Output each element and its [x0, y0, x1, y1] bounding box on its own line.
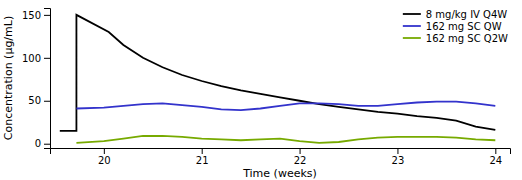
chart: 20212223240501001508 mg/kg IV Q4W162 mg … [0, 0, 522, 180]
plot: 20212223240501001508 mg/kg IV Q4W162 mg … [22, 9, 511, 167]
legend: 8 mg/kg IV Q4W162 mg SC QW162 mg SC Q2W [403, 9, 508, 44]
tick-mark [44, 101, 50, 102]
series-line [76, 136, 495, 143]
tick-mark [104, 148, 105, 154]
tick-mark [495, 148, 496, 154]
tick-label: 23 [392, 155, 405, 166]
tick-label: 20 [98, 155, 111, 166]
legend-item: 162 mg SC Q2W [403, 33, 508, 44]
legend-swatch [403, 13, 421, 15]
tick-label: 21 [196, 155, 209, 166]
tick: 50 [28, 95, 50, 106]
x-axis: 20 21 22 23 24 [51, 148, 511, 166]
tick-mark [44, 144, 50, 145]
tick: 150 [22, 10, 50, 21]
legend-item: 162 mg SC QW [403, 21, 502, 32]
legend-swatch [403, 37, 421, 39]
tick-label: 0 [35, 138, 41, 149]
tick: 23 [392, 148, 405, 166]
legend-label: 162 mg SC QW [426, 21, 502, 32]
tick-label: 150 [22, 10, 41, 21]
legend-label: 8 mg/kg IV Q4W [426, 9, 508, 20]
axis-line [44, 9, 51, 149]
tick-mark [44, 58, 50, 59]
tick: 100 [22, 53, 50, 64]
legend-swatch [403, 25, 421, 27]
tick-mark [44, 15, 50, 16]
axis-line [51, 149, 511, 155]
tick: 22 [294, 148, 307, 166]
legend-label: 162 mg SC Q2W [426, 33, 508, 44]
tick: 20 [98, 148, 111, 166]
tick-mark [202, 148, 203, 154]
x-axis-title: Time (weeks) [242, 167, 317, 180]
tick-label: 100 [22, 53, 41, 64]
tick-label: 24 [489, 155, 502, 166]
tick: 21 [196, 148, 209, 166]
y-axis-title: Concentration (µg/mL) [2, 16, 15, 140]
tick: 24 [489, 148, 502, 166]
legend-item: 8 mg/kg IV Q4W [403, 9, 508, 20]
tick-label: 50 [28, 95, 41, 106]
tick-mark [300, 148, 301, 154]
y-axis: 0 50 100 150 [22, 9, 51, 150]
series-line [76, 102, 495, 111]
tick-mark [397, 148, 398, 154]
tick: 0 [35, 138, 50, 149]
tick-label: 22 [294, 155, 307, 166]
